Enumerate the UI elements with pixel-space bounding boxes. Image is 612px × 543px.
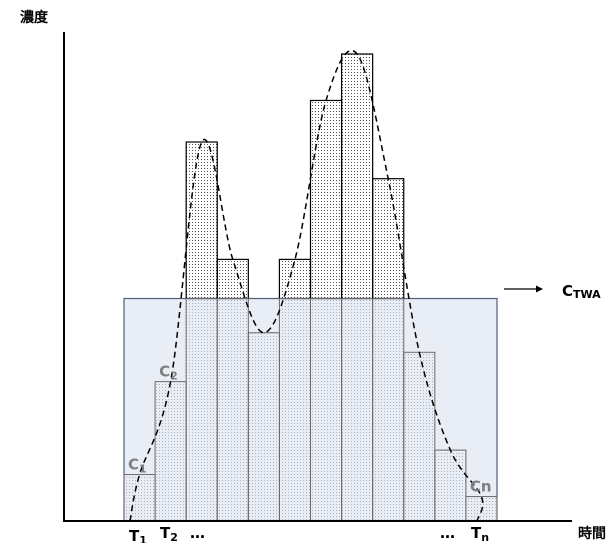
curve-layer	[129, 49, 484, 522]
time-label-t1-main: T	[129, 527, 140, 543]
bar-label-2: C2	[159, 363, 178, 383]
twa-label: CTWA	[562, 282, 601, 301]
time-label-dots-right: …	[440, 524, 455, 542]
time-label-t1-sub: 1	[139, 534, 147, 543]
time-label-tn-sub: n	[481, 531, 489, 543]
time-label-t2-main: T	[160, 524, 171, 542]
time-label-t2: T2	[160, 524, 178, 543]
time-label-tn-main: T	[471, 524, 482, 542]
y-axis-label: 濃度	[20, 9, 49, 26]
bar-label-1: C1	[128, 456, 147, 476]
bar-label-2-sub: 2	[170, 370, 178, 383]
bar-label-1-main: C	[128, 456, 139, 474]
twa-label-main: C	[562, 282, 573, 300]
time-label-t2-sub: 2	[170, 531, 178, 543]
bar-label-12: Cn	[470, 478, 492, 496]
time-label-dots-left: …	[190, 524, 205, 542]
bar-label-2-main: C	[159, 363, 170, 381]
twa-arrow-head	[536, 285, 543, 293]
time-label-tn: Tn	[471, 524, 489, 543]
bar-label-12-main: Cn	[470, 478, 492, 496]
time-labels: T1 T2 … … Tn	[129, 524, 489, 543]
x-axis-label: 時間	[578, 525, 606, 542]
concentration-curve	[129, 49, 484, 522]
time-label-t1: T1	[129, 527, 147, 543]
bar-label-1-sub: 1	[139, 463, 147, 476]
twa-label-sub: TWA	[573, 288, 601, 301]
